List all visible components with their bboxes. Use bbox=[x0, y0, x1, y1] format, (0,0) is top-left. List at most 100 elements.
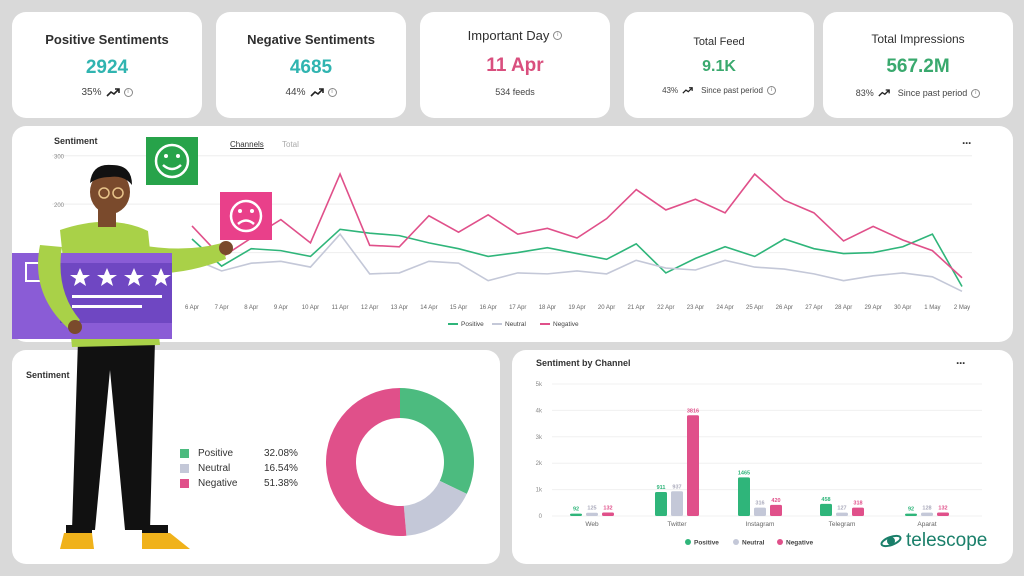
total-feed-card[interactable]: Total Feed 9.1K 43% Since past period i bbox=[624, 12, 814, 118]
x-tick-label: 10 Apr bbox=[302, 305, 319, 311]
bar-value-label: 127 bbox=[837, 506, 846, 512]
x-tick-label: 2 May bbox=[954, 305, 970, 311]
brand-logo: telescope bbox=[880, 530, 987, 552]
info-icon[interactable]: i bbox=[971, 88, 981, 98]
section-title: Sentiment bbox=[26, 370, 70, 380]
bar-negative bbox=[602, 512, 614, 516]
kpi-value: 2924 bbox=[85, 57, 129, 78]
trend-up-icon bbox=[309, 88, 324, 97]
kpi-value: 567.2M bbox=[886, 56, 950, 77]
legend-label: Negative bbox=[553, 321, 579, 328]
more-options-icon[interactable]: ··· bbox=[962, 136, 972, 150]
bar-positive bbox=[905, 513, 917, 516]
x-tick-label: Web bbox=[585, 521, 599, 528]
x-tick-label: 13 Apr bbox=[391, 305, 408, 311]
x-tick-label: 18 Apr bbox=[539, 305, 556, 311]
x-tick-label: 20 Apr bbox=[598, 305, 615, 311]
trend-up-icon bbox=[105, 88, 120, 97]
x-tick-label: 16 Apr bbox=[479, 305, 496, 311]
y-tick-label: 300 bbox=[54, 155, 65, 161]
y-tick-label: 0 bbox=[539, 514, 543, 520]
x-tick-label: 26 Apr bbox=[776, 305, 793, 311]
kpi-since: Since past period bbox=[701, 86, 763, 95]
bar-value-label: 420 bbox=[771, 498, 780, 504]
y-tick-label: 4k bbox=[536, 408, 543, 414]
x-tick-label: Telegram bbox=[829, 521, 856, 528]
legend-label: Positive bbox=[461, 321, 484, 328]
x-tick-label: 11 Apr bbox=[332, 305, 349, 311]
legend-label: Negative bbox=[786, 540, 813, 547]
bar-neutral bbox=[586, 512, 598, 516]
bar-neutral bbox=[921, 512, 933, 516]
bar-negative bbox=[852, 507, 864, 516]
legend-swatch bbox=[180, 479, 189, 488]
kpi-change-row: 35% i bbox=[12, 87, 202, 98]
donut-slice-neutral bbox=[403, 480, 467, 536]
x-tick-label: 27 Apr bbox=[805, 305, 822, 311]
info-icon[interactable]: i bbox=[553, 31, 563, 40]
person-illustration bbox=[12, 137, 272, 549]
bar-neutral bbox=[754, 507, 766, 516]
info-icon[interactable]: i bbox=[327, 88, 337, 97]
bar-negative bbox=[770, 504, 782, 516]
x-tick-label: 15 Apr bbox=[450, 305, 467, 311]
kpi-change: 35% bbox=[81, 87, 102, 98]
tab-total[interactable]: Total bbox=[282, 140, 299, 149]
legend-swatch bbox=[733, 539, 739, 545]
bar-positive bbox=[820, 503, 832, 516]
bar-neutral bbox=[671, 491, 683, 516]
bar-positive bbox=[738, 477, 750, 516]
x-tick-label: 25 Apr bbox=[746, 305, 763, 311]
tab-channels[interactable]: Channels bbox=[230, 140, 264, 149]
star-rating-board-icon bbox=[12, 253, 172, 339]
kpi-change-row: 44% i bbox=[216, 87, 406, 98]
y-tick-label: 200 bbox=[54, 203, 65, 209]
bar-value-label: 911 bbox=[657, 485, 666, 491]
x-tick-label: 17 Apr bbox=[509, 305, 526, 311]
series-line-negative bbox=[191, 172, 963, 279]
kpi-change-row: 83% Since past period i bbox=[823, 88, 1013, 98]
y-tick-label: 5k bbox=[536, 382, 543, 388]
x-tick-label: 1 May bbox=[924, 305, 940, 311]
sentiment-line-chart: 200 300 6 Apr 7 Apr 8 Apr 9 Apr 10 Apr 11 Apr 12… bbox=[52, 155, 972, 328]
bar-neutral bbox=[836, 512, 848, 516]
total-impressions-card[interactable]: Total Impressions 567.2M 83% Since past … bbox=[823, 12, 1013, 118]
legend-swatch bbox=[180, 464, 189, 473]
channel-bar-card: Sentiment by Channel ··· 0 1k 2k 3k 4k 5k 92 12… bbox=[512, 350, 1013, 564]
more-options-icon[interactable]: ··· bbox=[956, 356, 966, 370]
bar-negative bbox=[937, 512, 949, 516]
info-icon[interactable]: i bbox=[766, 86, 776, 95]
bar-value-label: 128 bbox=[922, 506, 931, 512]
x-tick-label: 14 Apr bbox=[420, 305, 437, 311]
legend-label: Negative bbox=[198, 478, 238, 489]
x-tick-label: 8 Apr bbox=[244, 305, 258, 311]
bar-value-label: 1465 bbox=[738, 470, 750, 476]
legend-label: Neutral bbox=[742, 540, 765, 547]
bar-value-label: 92 bbox=[908, 507, 914, 513]
x-tick-label: 24 Apr bbox=[716, 305, 733, 311]
important-day-card[interactable]: Important Day i 11 Apr 534 feeds bbox=[420, 12, 610, 118]
sad-face-card-icon bbox=[220, 192, 272, 240]
y-tick-label: 3k bbox=[536, 435, 543, 441]
legend-negative: Negative 51.38% bbox=[180, 478, 310, 489]
x-tick-label: 23 Apr bbox=[687, 305, 704, 311]
smiley-card-icon bbox=[146, 137, 198, 185]
bar-value-label: 132 bbox=[938, 506, 947, 512]
bar-positive bbox=[655, 491, 667, 516]
positive-kpi-card[interactable]: Positive Sentiments 2924 35% i bbox=[12, 12, 202, 118]
x-tick-label: 9 Apr bbox=[274, 305, 288, 311]
kpi-change: 83% bbox=[855, 88, 874, 98]
info-icon[interactable]: i bbox=[123, 88, 133, 97]
donut-slice-positive bbox=[400, 388, 474, 494]
trend-up-icon bbox=[878, 89, 890, 97]
donut-slice-negative bbox=[326, 388, 407, 536]
bar-positive bbox=[570, 513, 582, 516]
kpi-change-row: 43% Since past period i bbox=[624, 86, 814, 95]
kpi-title: Positive Sentiments bbox=[45, 32, 169, 47]
legend-pct: 32.08% bbox=[264, 448, 298, 459]
legend-positive: Positive 32.08% bbox=[180, 448, 310, 459]
negative-kpi-card[interactable]: Negative Sentiments 4685 44% i bbox=[216, 12, 406, 118]
x-tick-label: 22 Apr bbox=[657, 305, 674, 311]
section-title: Sentiment by Channel bbox=[536, 358, 631, 368]
kpi-title: Total Impressions bbox=[871, 32, 965, 46]
